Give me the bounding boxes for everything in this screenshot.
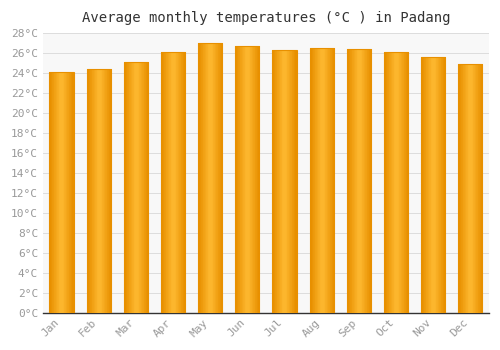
Bar xyxy=(310,48,334,313)
Bar xyxy=(272,50,296,313)
Bar xyxy=(50,72,74,313)
Bar xyxy=(384,52,408,313)
Bar xyxy=(124,62,148,313)
Bar xyxy=(458,64,482,313)
Bar xyxy=(161,52,185,313)
Title: Average monthly temperatures (°C ) in Padang: Average monthly temperatures (°C ) in Pa… xyxy=(82,11,450,25)
Bar xyxy=(347,49,371,313)
Bar xyxy=(86,69,111,313)
Bar xyxy=(198,43,222,313)
Bar xyxy=(236,46,260,313)
Bar xyxy=(421,57,445,313)
